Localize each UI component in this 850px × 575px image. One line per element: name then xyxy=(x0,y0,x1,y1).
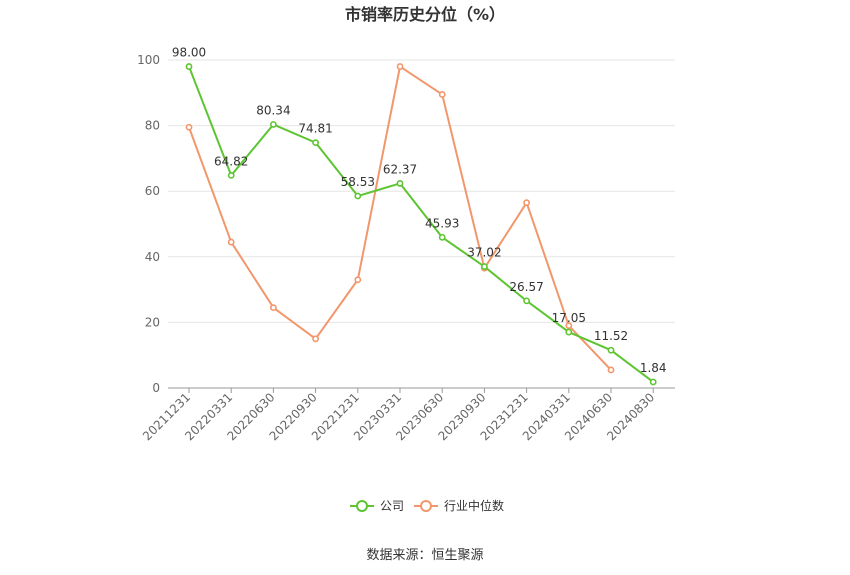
data-point[interactable] xyxy=(438,91,446,98)
legend-item-0[interactable]: 公司 xyxy=(350,499,404,513)
y-tick-label: 0 xyxy=(152,381,160,395)
y-tick-label: 80 xyxy=(145,119,160,133)
data-point[interactable] xyxy=(565,328,573,336)
data-point[interactable] xyxy=(354,276,362,284)
data-point[interactable] xyxy=(607,366,615,374)
data-point[interactable] xyxy=(227,171,235,179)
y-tick-label: 60 xyxy=(145,184,160,198)
data-label: 17.05 xyxy=(552,311,586,325)
data-point[interactable] xyxy=(649,378,657,386)
data-label: 80.34 xyxy=(256,103,290,117)
data-label: 45.93 xyxy=(425,216,459,230)
data-label: 74.81 xyxy=(298,122,332,136)
data-point[interactable] xyxy=(480,263,488,270)
data-label: 62.37 xyxy=(383,162,417,176)
chart-title: 市销率历史分位（%） xyxy=(345,5,505,24)
legend-label: 公司 xyxy=(380,499,404,513)
legend-label: 行业中位数 xyxy=(444,498,504,513)
y-tick-label: 40 xyxy=(145,250,160,264)
legend-item-1[interactable]: 行业中位数 xyxy=(414,498,504,513)
legend-marker xyxy=(420,500,432,512)
series xyxy=(185,63,657,386)
data-point[interactable] xyxy=(185,63,193,70)
data-label: 98.00 xyxy=(172,46,206,60)
data-point[interactable] xyxy=(269,121,277,128)
y-tick-label: 20 xyxy=(145,315,160,329)
data-point[interactable] xyxy=(396,63,404,70)
data-label: 37.02 xyxy=(467,246,501,260)
data-label: 64.82 xyxy=(214,154,248,168)
series-line-1 xyxy=(188,65,612,371)
legend-marker xyxy=(356,500,368,512)
data-label: 11.52 xyxy=(594,329,628,343)
data-point[interactable] xyxy=(312,335,319,343)
data-point[interactable] xyxy=(312,139,319,147)
source-note: 数据来源：恒生聚源 xyxy=(366,548,483,563)
data-point[interactable] xyxy=(269,304,277,312)
data-point[interactable] xyxy=(227,238,235,246)
data-point[interactable] xyxy=(565,322,573,330)
data-label: 1.84 xyxy=(640,361,667,375)
data-point[interactable] xyxy=(607,346,615,354)
x-axis: 2021123120220331202206302022093020221231… xyxy=(140,387,675,443)
data-point[interactable] xyxy=(185,123,193,131)
data-point[interactable] xyxy=(354,192,362,200)
legend[interactable]: 公司 行业中位数 xyxy=(350,498,504,513)
data-label: 58.53 xyxy=(341,175,375,189)
data-point[interactable] xyxy=(396,180,404,187)
data-label: 26.57 xyxy=(509,280,543,294)
data-point[interactable] xyxy=(438,233,446,241)
y-tick-label: 100 xyxy=(137,53,160,67)
data-labels: 98.00 64.82 80.34 74.81 58.53 62.37 45.93 37.02… xyxy=(172,46,667,375)
data-point[interactable] xyxy=(523,199,530,207)
data-point[interactable] xyxy=(523,297,530,305)
series-line-0 xyxy=(188,66,654,383)
y-axis: 0 20 40 60 80 100 xyxy=(137,53,160,395)
grid-lines xyxy=(168,59,675,323)
